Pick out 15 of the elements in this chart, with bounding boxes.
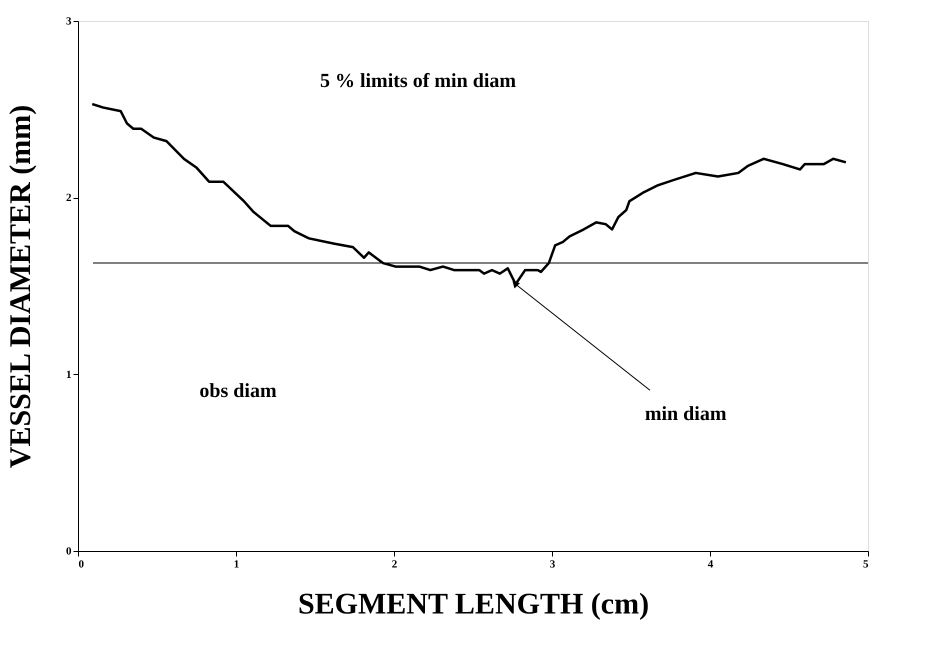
annotation: 5 % limits of min diam (320, 70, 516, 92)
y-tick-label: 3 (66, 16, 72, 28)
annotation: min diam (644, 403, 727, 426)
y-tick-label: 1 (66, 368, 72, 381)
y-axis-title: VESSEL DIAMETER (mm) (4, 104, 37, 468)
x-tick-label: 3 (550, 558, 556, 570)
x-tick-label: 0 (78, 558, 84, 570)
y-tick-label: 0 (66, 546, 72, 558)
annotation: obs diam (199, 380, 277, 402)
x-tick-label: 5 (863, 558, 869, 570)
x-tick-label: 1 (234, 558, 240, 570)
x-tick-label: 4 (708, 558, 714, 570)
y-tick-label: 2 (66, 192, 72, 204)
x-tick-label: 2 (392, 558, 398, 570)
x-axis-title: SEGMENT LENGTH (cm) (298, 588, 650, 620)
